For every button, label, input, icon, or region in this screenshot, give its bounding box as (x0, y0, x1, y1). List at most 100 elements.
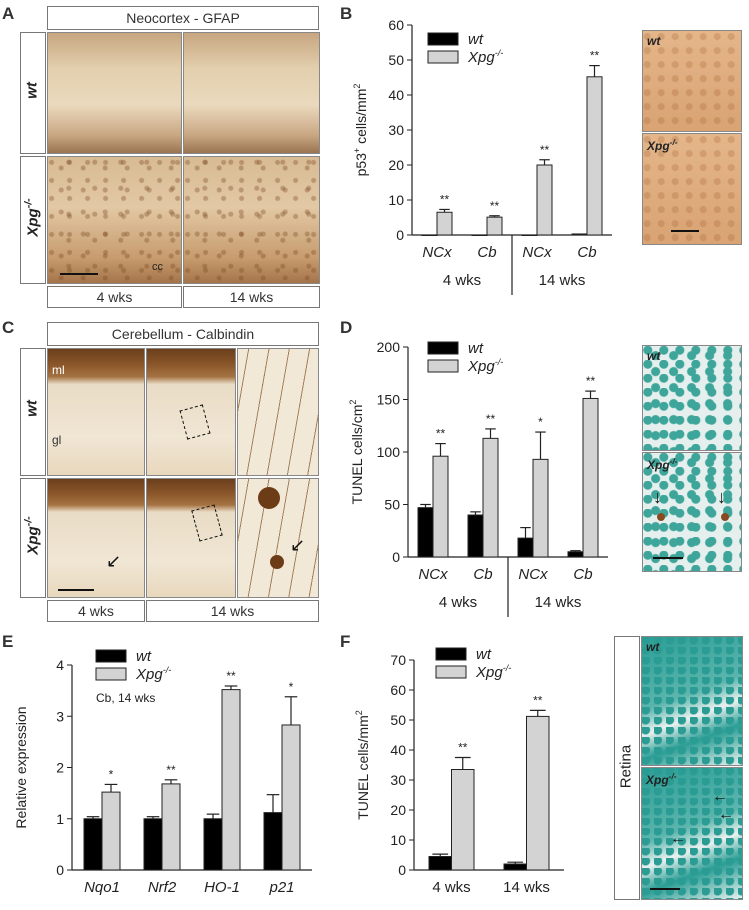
panel-c-row-box-wt (20, 348, 46, 476)
bar-wt (467, 514, 484, 558)
micrograph-c-wt-4wks: ml gl (47, 348, 145, 476)
scale-bar (60, 273, 98, 275)
arrow-icon: ↙ (106, 551, 122, 571)
bar-xpg (432, 455, 449, 558)
panel-a-row-label-wt: wt (23, 82, 41, 99)
bar-xpg (482, 437, 499, 558)
scale-bar (671, 230, 699, 232)
arrow-down-icon: ↓ (717, 487, 726, 507)
y-tick-label: 0 (396, 227, 404, 243)
panel-a-row-box-wt (20, 32, 46, 154)
bar-xpg (161, 783, 181, 871)
chart-d: 0 50 100 150 200 TUNEL cells/cm2 ** NCx ** Cb * NCx… (348, 339, 608, 617)
legend-label-wt: wt (476, 646, 492, 663)
panel-a-title: Neocortex - GFAP (47, 6, 319, 30)
group-label: 4 wks (439, 594, 477, 611)
zoom-box (191, 504, 223, 542)
inset-d-wt-label: wt (647, 349, 661, 363)
bar-wt (471, 234, 488, 236)
bar-xpg (221, 689, 241, 871)
significance-marker: ** (540, 143, 550, 157)
legend-swatch-xpg (427, 50, 459, 64)
bar-wt (421, 234, 438, 236)
arrow-left-icon: ← (712, 788, 728, 805)
significance-marker: ** (490, 199, 500, 213)
y-tick-label: 40 (388, 87, 404, 103)
group-label: 14 wks (539, 272, 586, 289)
y-tick-label: 10 (390, 832, 406, 848)
scale-bar (58, 589, 94, 591)
y-tick-label: 1 (56, 811, 64, 827)
y-tick-label: 20 (390, 802, 406, 818)
micrograph-a-xpg-14wks (183, 156, 320, 284)
y-tick-label: 0 (398, 862, 406, 878)
micrograph-a-wt-14wks (183, 32, 320, 154)
legend-label-wt: wt (468, 340, 484, 357)
retina-label: Retina (617, 744, 635, 789)
micrograph-c-wt-zoom (237, 348, 319, 476)
category-label: Cb (577, 244, 596, 261)
inset-f-wt: wt (641, 636, 743, 766)
micrograph-c-xpg-zoom: ↙ (237, 478, 319, 598)
legend-label-wt: wt (136, 648, 152, 665)
y-tick-label: 60 (388, 17, 404, 33)
y-tick-label: 2 (56, 760, 64, 776)
bar-xpg (582, 397, 599, 558)
category-label: HO-1 (204, 879, 240, 896)
bar-wt (203, 818, 223, 871)
micrograph-c-xpg-4wks: ↙ (47, 478, 145, 598)
significance-marker: ** (533, 693, 543, 707)
category-label: Nqo1 (84, 879, 120, 896)
y-tick-label: 100 (377, 444, 401, 460)
y-tick-label: 0 (392, 549, 400, 565)
bar-wt (428, 856, 452, 871)
panel-c-row-label-wt: wt (23, 400, 41, 417)
bar-xpg (101, 791, 121, 871)
y-tick-label: 0 (56, 862, 64, 878)
tunel-cell (721, 513, 729, 521)
bar-wt (517, 537, 534, 558)
y-tick-label: 40 (390, 742, 406, 758)
significance-marker: ** (436, 427, 446, 441)
bar-xpg (526, 715, 550, 871)
bar-wt (521, 234, 538, 236)
y-tick-label: 50 (390, 712, 406, 728)
category-label: Cb (477, 244, 496, 261)
inset-d-xpg-label: Xpg-/- (647, 456, 678, 472)
legend-label-xpg: Xpg-/- (135, 665, 171, 683)
legend-swatch-wt (95, 649, 127, 663)
bar-wt (503, 863, 527, 871)
panel-letter-c: C (2, 318, 15, 337)
panel-c-col-14wks: 14 wks (146, 600, 319, 622)
bar-xpg (436, 211, 453, 236)
category-label: NCx (418, 566, 448, 583)
y-tick-label: 50 (384, 497, 400, 513)
panel-c-row-label-xpg: Xpg-/- (22, 516, 42, 555)
arrow-icon: ↙ (290, 535, 306, 555)
category-label: 4 wks (432, 879, 470, 896)
bar-xpg (532, 458, 549, 558)
bar-wt (143, 818, 163, 871)
inset-b-xpg-label: Xpg-/- (647, 137, 678, 153)
legend-swatch-wt (427, 341, 459, 355)
panel-letter-f: F (340, 632, 351, 651)
legend-swatch-xpg (95, 667, 127, 681)
category-label: 14 wks (503, 879, 550, 896)
y-tick-label: 30 (388, 122, 404, 138)
significance-marker: * (538, 415, 543, 429)
category-label: NCx (522, 244, 552, 261)
category-label: Cb (573, 566, 592, 583)
panel-a-col-14wks: 14 wks (183, 286, 320, 308)
micrograph-c-xpg-14wks (146, 478, 236, 598)
inset-b-wt: wt (642, 30, 742, 132)
bar-xpg (451, 769, 475, 871)
inset-d-xpg: Xpg-/- ↓ ↓ (642, 452, 742, 572)
panel-a-row-box-xpg (20, 156, 46, 284)
gl-label: gl (52, 433, 62, 447)
micrograph-c-wt-14wks (146, 348, 236, 476)
bar-xpg (586, 76, 603, 236)
y-tick-label: 50 (388, 52, 404, 68)
inset-b-wt-label: wt (647, 34, 661, 48)
inset-f-xpg: Xpg-/- ← ← ← (641, 767, 743, 900)
scale-bar (650, 888, 680, 890)
